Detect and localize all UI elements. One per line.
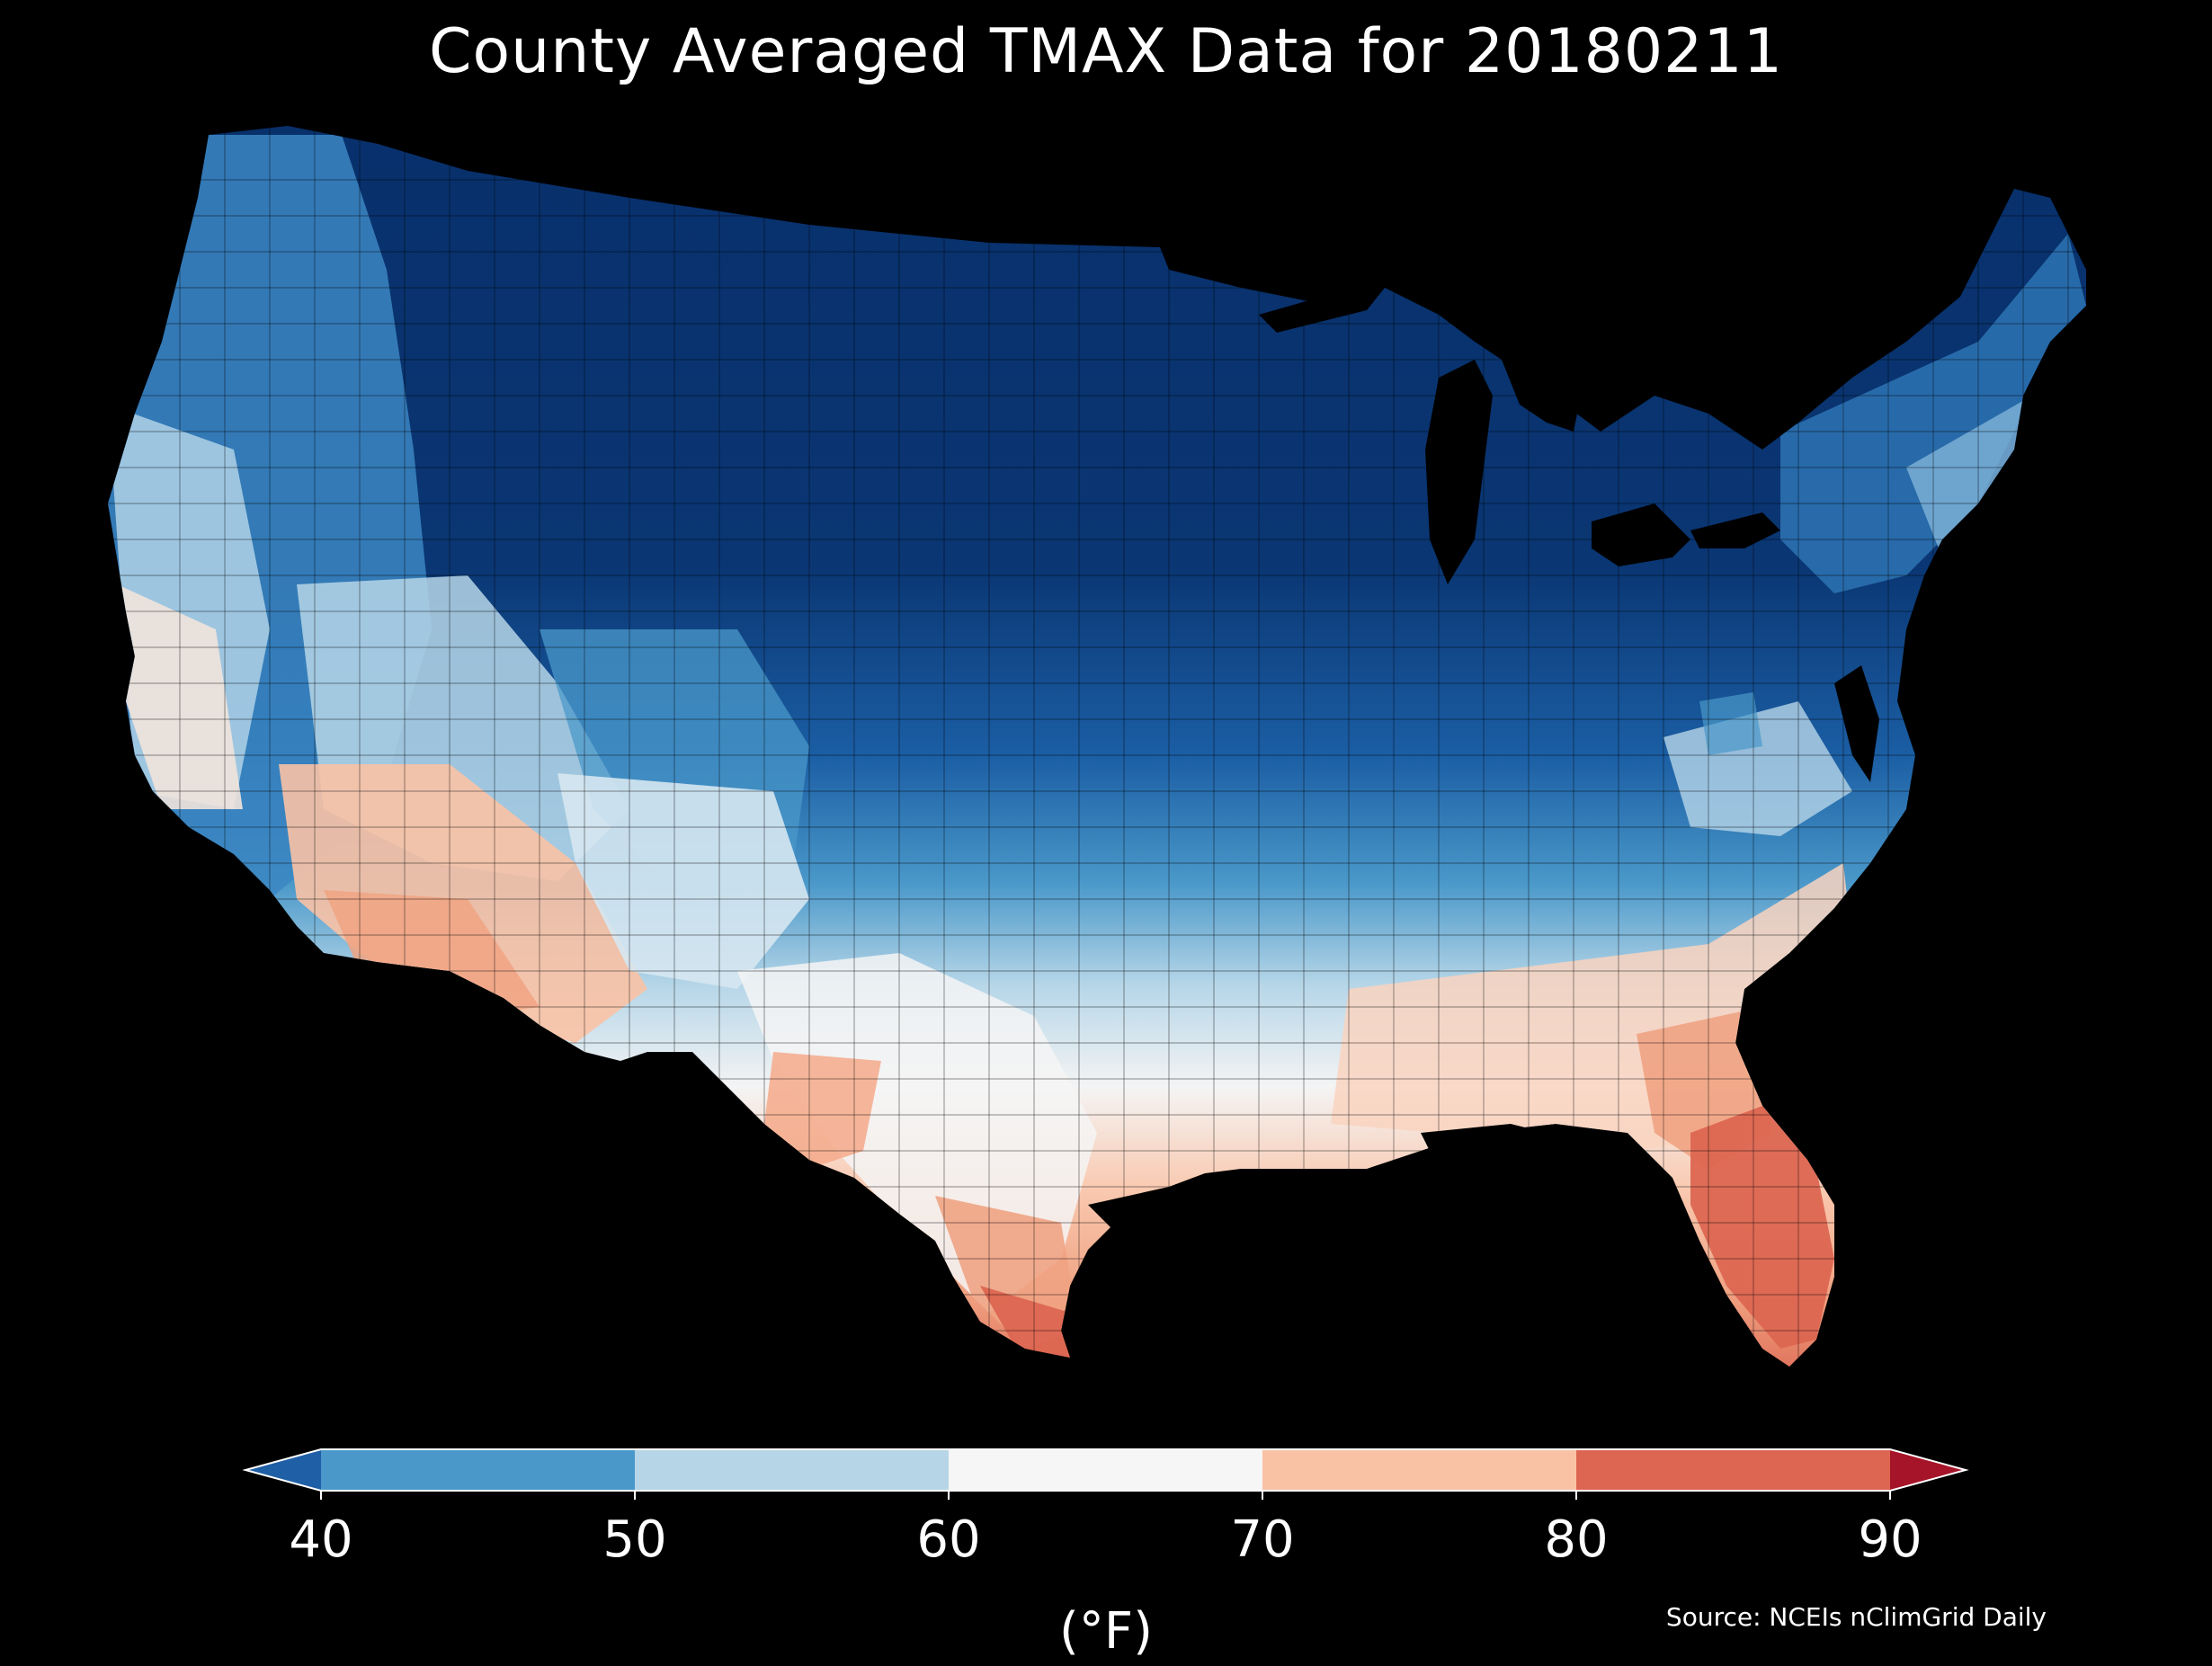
colorbar-tick-label: 60 [916,1510,981,1569]
coastal-water [1088,665,1879,1232]
colorbar-bin [1262,1449,1576,1491]
colorbar-under-arrow [245,1449,321,1491]
colorbar-tick-label: 50 [602,1510,667,1569]
colorbar-bin [949,1449,1262,1491]
colorbar-bin [321,1449,635,1491]
colorbar-tick-label: 40 [289,1510,353,1569]
colorbar-bin [635,1449,949,1491]
source-note: Source: NCEIs nClimGrid Daily [1665,1602,2047,1632]
colorbar-tick-label: 90 [1858,1510,1922,1569]
colorbar-tick-label: 80 [1544,1510,1609,1569]
map-title: County Averaged TMAX Data for 20180211 [429,16,1783,87]
colorbar-bin [1576,1449,1890,1491]
great-lakes [1259,288,1780,584]
colorbar [242,1448,1969,1500]
colorbar-tick-label: 70 [1230,1510,1295,1569]
colorbar-unit-label: (°F) [1059,1602,1153,1661]
colorbar-over-arrow [1890,1449,1966,1491]
